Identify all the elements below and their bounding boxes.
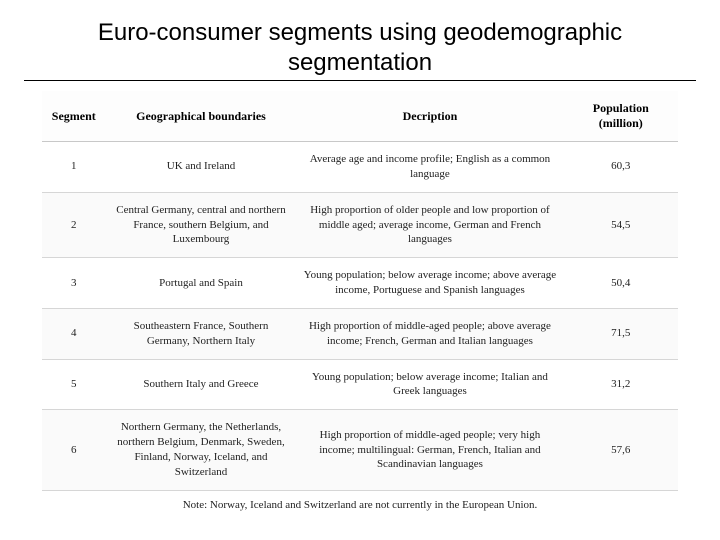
cell-desc: High proportion of older people and low … (296, 192, 563, 258)
cell-geo: UK and Ireland (106, 142, 297, 193)
col-header-desc: Decription (296, 91, 563, 142)
cell-segment: 4 (42, 308, 106, 359)
cell-pop: 31,2 (564, 359, 679, 410)
cell-desc: High proportion of middle-aged people; a… (296, 308, 563, 359)
col-header-pop: Population (million) (564, 91, 679, 142)
cell-geo: Portugal and Spain (106, 258, 297, 309)
table-header-row: Segment Geographical boundaries Decripti… (42, 91, 678, 142)
cell-segment: 3 (42, 258, 106, 309)
table-row: 2 Central Germany, central and northern … (42, 192, 678, 258)
cell-desc: High proportion of middle-aged people; v… (296, 410, 563, 490)
cell-pop: 71,5 (564, 308, 679, 359)
cell-geo: Northern Germany, the Netherlands, north… (106, 410, 297, 490)
cell-pop: 60,3 (564, 142, 679, 193)
table-row: 1 UK and Ireland Average age and income … (42, 142, 678, 193)
cell-segment: 2 (42, 192, 106, 258)
cell-segment: 6 (42, 410, 106, 490)
cell-pop: 54,5 (564, 192, 679, 258)
cell-desc: Average age and income profile; English … (296, 142, 563, 193)
cell-geo: Central Germany, central and northern Fr… (106, 192, 297, 258)
table-row: 5 Southern Italy and Greece Young popula… (42, 359, 678, 410)
segment-table: Segment Geographical boundaries Decripti… (42, 91, 678, 491)
col-header-geo: Geographical boundaries (106, 91, 297, 142)
cell-desc: Young population; below average income; … (296, 359, 563, 410)
cell-pop: 57,6 (564, 410, 679, 490)
table-note: Note: Norway, Iceland and Switzerland ar… (42, 491, 678, 511)
table-row: 6 Northern Germany, the Netherlands, nor… (42, 410, 678, 490)
cell-segment: 5 (42, 359, 106, 410)
cell-geo: Southern Italy and Greece (106, 359, 297, 410)
cell-pop: 50,4 (564, 258, 679, 309)
col-header-segment: Segment (42, 91, 106, 142)
cell-segment: 1 (42, 142, 106, 193)
table-row: 4 Southeastern France, Southern Germany,… (42, 308, 678, 359)
table-container: Segment Geographical boundaries Decripti… (24, 91, 696, 511)
table-row: 3 Portugal and Spain Young population; b… (42, 258, 678, 309)
cell-desc: Young population; below average income; … (296, 258, 563, 309)
page-title: Euro-consumer segments using geodemograp… (24, 18, 696, 81)
cell-geo: Southeastern France, Southern Germany, N… (106, 308, 297, 359)
